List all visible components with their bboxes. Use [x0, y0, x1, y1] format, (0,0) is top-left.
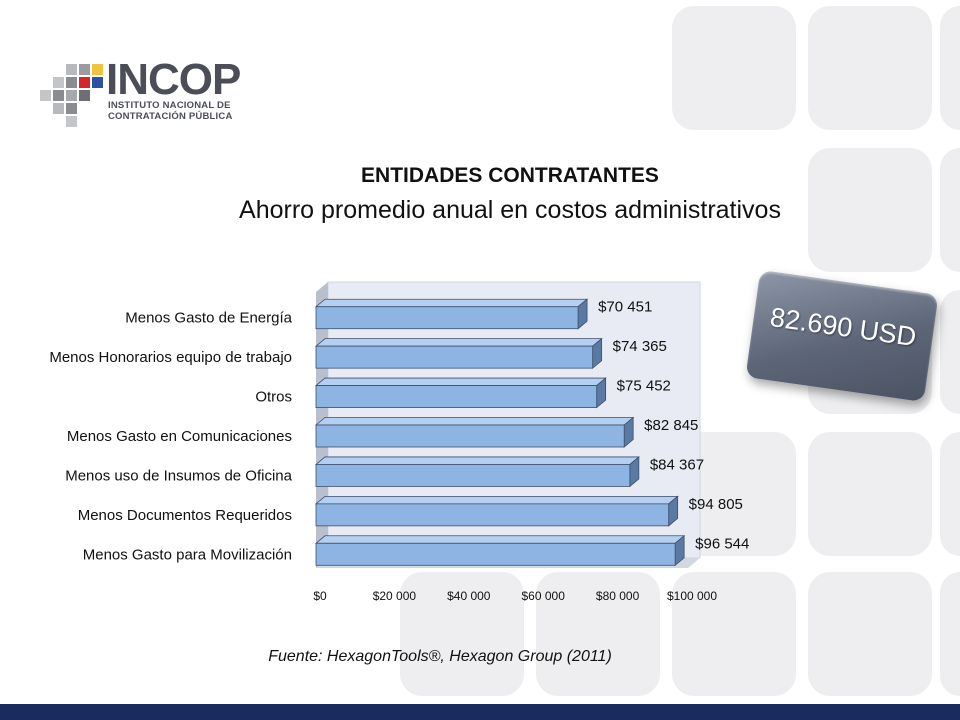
x-tick-label: $80 000: [596, 589, 640, 603]
y-tick-label: Menos uso de Insumos de Oficina: [65, 467, 292, 484]
logo-subtitle: INSTITUTO NACIONAL DE CONTRATACIÓN PÚBLI…: [108, 100, 233, 122]
data-label: $82 845: [644, 417, 698, 434]
bar-top: [314, 417, 635, 426]
incop-logo-icon: [40, 64, 103, 127]
logo-square: [53, 90, 64, 101]
bar: [315, 503, 670, 527]
data-label: $70 451: [598, 299, 652, 316]
background-tile: [940, 572, 960, 696]
background-tile: [672, 572, 796, 696]
x-tick-label: $60 000: [522, 589, 566, 603]
x-tick-label: $100 000: [667, 589, 717, 603]
logo-square: [92, 77, 103, 88]
x-tick-label: $0: [313, 589, 327, 603]
background-tile: [808, 148, 932, 272]
bar: [315, 542, 676, 566]
y-tick-label: Menos Gasto para Movilización: [83, 546, 292, 563]
background-tile: [808, 572, 932, 696]
background-tile: [672, 6, 796, 130]
background-tile: [940, 6, 960, 130]
logo-square: [79, 90, 90, 101]
background-tile: [940, 148, 960, 272]
data-label: $84 367: [650, 456, 704, 473]
logo-square: [66, 64, 77, 75]
data-label: $96 544: [695, 535, 749, 552]
logo-wordmark: INCOP: [106, 55, 241, 104]
y-tick-label: Menos Gasto de Energía: [125, 310, 292, 327]
logo-square: [66, 77, 77, 88]
logo-square: [79, 77, 90, 88]
logo-square: [79, 64, 90, 75]
logo-subtitle-line2: CONTRATACIÓN PÚBLICA: [108, 111, 233, 122]
background-tile: [940, 432, 960, 556]
logo-subtitle-line1: INSTITUTO NACIONAL DE: [108, 100, 231, 111]
bar: [315, 306, 579, 330]
bar: [315, 345, 594, 369]
background-tile: [940, 290, 960, 414]
y-tick-label: Menos Gasto en Comunicaciones: [67, 428, 292, 445]
x-tick-label: $40 000: [447, 589, 491, 603]
bar: [315, 464, 631, 487]
bar: [315, 385, 598, 408]
logo-square: [66, 90, 77, 101]
logo-square: [40, 90, 51, 101]
bar-top: [314, 298, 589, 308]
chart-title: ENTIDADES CONTRATANTES: [361, 164, 659, 187]
source-note: Fuente: HexagonTools®, Hexagon Group (20…: [268, 648, 612, 665]
bar: [315, 424, 625, 448]
chart-subtitle: Ahorro promedio anual en costos administ…: [239, 196, 781, 224]
logo-square: [53, 103, 64, 114]
logo-square: [66, 116, 77, 127]
background-tile: [536, 572, 660, 696]
bar-top: [314, 377, 607, 386]
bottom-band: [0, 704, 960, 720]
logo-square: [53, 77, 64, 88]
bar-top: [314, 495, 679, 505]
background-tile: [808, 6, 932, 130]
bar-top: [314, 338, 603, 347]
bar-top: [314, 456, 640, 465]
savings-badge-text: 82.690 USD: [768, 301, 919, 353]
background-tile: [400, 572, 524, 696]
data-label: $74 365: [613, 338, 667, 355]
y-tick-label: Menos Honorarios equipo de trabajo: [49, 349, 292, 366]
bar-top: [314, 535, 686, 544]
y-tick-label: Otros: [255, 389, 292, 406]
background-tile: [808, 432, 932, 556]
data-label: $75 452: [617, 378, 671, 395]
x-tick-label: $20 000: [373, 589, 417, 603]
data-label: $94 805: [689, 496, 743, 513]
logo-square: [66, 103, 77, 114]
y-tick-label: Menos Documentos Requeridos: [78, 507, 292, 524]
logo-square: [92, 64, 103, 75]
